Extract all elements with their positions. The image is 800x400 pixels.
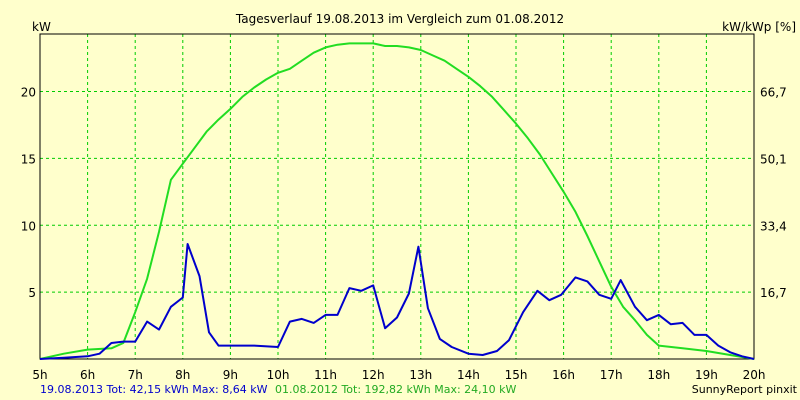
x-tick-labels: 5h 6h 7h 8h 9h 10h 11h 12h 13h 14h 15h 16h 17h 18h 19h…: [32, 368, 765, 382]
plot-area-border: [39, 33, 755, 360]
y-axis-label-left: kW: [32, 20, 51, 34]
grid-lines: [40, 34, 754, 359]
x-tick-label: 13h: [409, 368, 432, 382]
x-tick-label: 16h: [552, 368, 575, 382]
y-tick-label-left: 5: [28, 286, 36, 300]
y-axis-label-right: kW/kWp [%]: [722, 20, 796, 34]
x-tick-label: 18h: [647, 368, 670, 382]
x-tick-label: 5h: [32, 368, 47, 382]
y-tick-label-left: 20: [21, 86, 36, 100]
x-tick-label: 6h: [80, 368, 95, 382]
series-lines: [39, 42, 755, 360]
x-tick-label: 15h: [505, 368, 528, 382]
footer-blue-summary: 19.08.2013 Tot: 42,15 kWh Max: 8,64 kW: [40, 383, 268, 396]
y-tick-label-right: 33,4: [760, 219, 787, 233]
series-line-19.08.2013: [39, 243, 755, 360]
y-tick-labels-left: 5 10 15 20: [21, 86, 36, 301]
y-tick-labels-right: 16,7 33,4 50,1 66,7: [760, 86, 787, 301]
x-tick-label: 9h: [223, 368, 238, 382]
footer-credit: SunnyReport pinxit: [692, 383, 798, 396]
x-tick-label: 12h: [362, 368, 385, 382]
footer-green-summary: 01.08.2012 Tot: 192,82 kWh Max: 24,10 kW: [275, 383, 517, 396]
y-tick-label-right: 50,1: [760, 152, 787, 166]
x-tick-label: 10h: [267, 368, 290, 382]
y-tick-label-right: 16,7: [760, 286, 787, 300]
x-tick-label: 17h: [600, 368, 623, 382]
x-tick-label: 19h: [695, 368, 718, 382]
x-tick-label: 20h: [743, 368, 766, 382]
y-tick-label-left: 10: [21, 219, 36, 233]
x-tick-label: 8h: [175, 368, 190, 382]
y-tick-label-left: 15: [21, 152, 36, 166]
x-tick-label: 11h: [314, 368, 337, 382]
series-line-01.08.2012: [39, 42, 755, 360]
y-tick-label-right: 66,7: [760, 86, 787, 100]
x-tick-label: 14h: [457, 368, 480, 382]
footer-series-summary: 19.08.2013 Tot: 42,15 kWh Max: 8,64 kW 0…: [40, 383, 517, 396]
chart-title: Tagesverlauf 19.08.2013 im Vergleich zum…: [235, 12, 564, 26]
x-tick-label: 7h: [128, 368, 143, 382]
